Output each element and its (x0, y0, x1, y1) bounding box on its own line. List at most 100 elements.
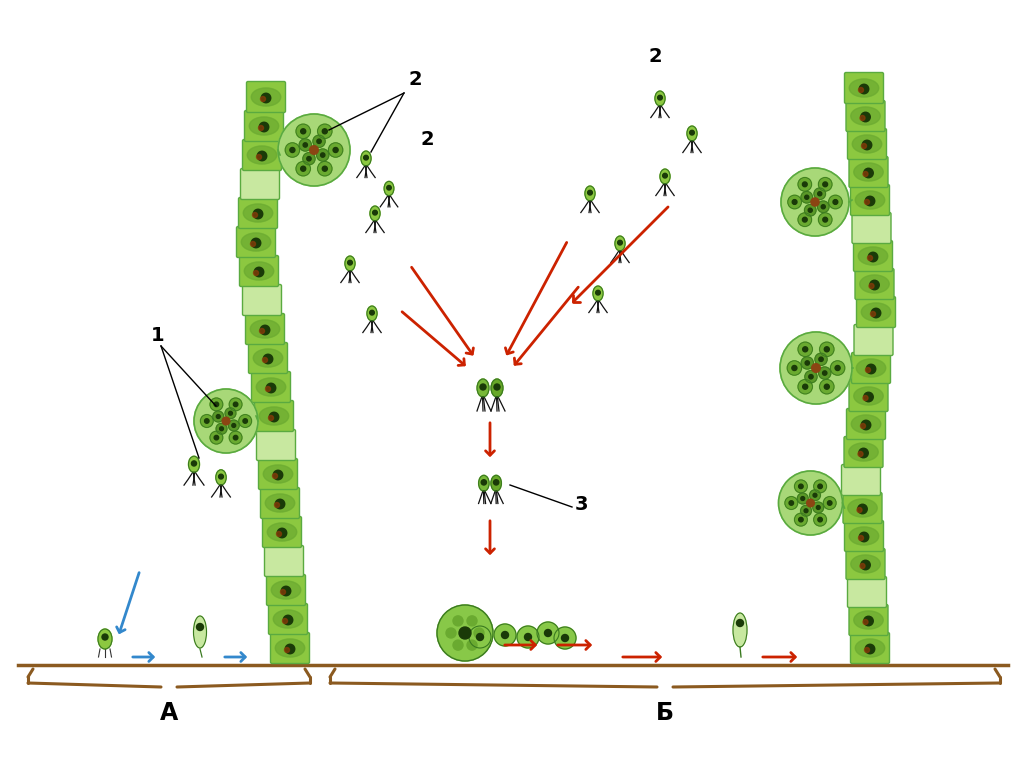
Circle shape (822, 371, 827, 375)
Circle shape (229, 431, 242, 444)
Circle shape (865, 196, 874, 206)
Circle shape (285, 647, 290, 653)
Circle shape (265, 387, 270, 391)
Circle shape (823, 496, 837, 509)
Circle shape (239, 415, 252, 427)
FancyBboxPatch shape (851, 633, 890, 663)
Ellipse shape (861, 303, 891, 321)
Text: 2: 2 (420, 130, 433, 149)
Circle shape (561, 634, 568, 641)
Circle shape (364, 156, 369, 160)
FancyBboxPatch shape (844, 436, 883, 468)
FancyBboxPatch shape (846, 100, 885, 131)
Circle shape (818, 367, 830, 379)
Circle shape (286, 143, 300, 157)
Circle shape (808, 208, 812, 212)
Circle shape (813, 502, 823, 513)
Ellipse shape (860, 275, 889, 293)
Circle shape (818, 192, 822, 196)
Text: 2: 2 (409, 70, 423, 89)
FancyBboxPatch shape (262, 516, 301, 548)
Circle shape (798, 380, 812, 394)
Circle shape (864, 647, 869, 653)
Circle shape (278, 528, 287, 538)
Circle shape (792, 366, 797, 370)
Circle shape (502, 631, 509, 638)
Circle shape (262, 357, 267, 363)
Circle shape (228, 420, 240, 431)
FancyBboxPatch shape (847, 409, 886, 439)
Circle shape (867, 255, 872, 261)
Circle shape (370, 311, 375, 315)
FancyBboxPatch shape (852, 353, 891, 384)
Circle shape (863, 616, 873, 626)
Circle shape (801, 496, 805, 500)
FancyBboxPatch shape (849, 380, 888, 412)
Ellipse shape (345, 256, 355, 271)
Circle shape (828, 195, 842, 209)
Circle shape (316, 149, 329, 161)
Ellipse shape (251, 88, 281, 106)
Circle shape (596, 291, 600, 295)
Circle shape (201, 415, 213, 427)
Circle shape (801, 192, 812, 203)
FancyBboxPatch shape (853, 241, 893, 272)
Circle shape (799, 484, 803, 489)
Circle shape (807, 499, 814, 507)
Circle shape (798, 493, 808, 504)
Circle shape (801, 357, 813, 369)
Ellipse shape (856, 359, 886, 377)
Circle shape (283, 618, 288, 624)
Circle shape (815, 353, 827, 365)
Ellipse shape (267, 523, 297, 541)
Ellipse shape (250, 320, 280, 338)
Circle shape (663, 173, 668, 178)
Circle shape (657, 95, 663, 100)
Circle shape (810, 490, 820, 501)
Circle shape (469, 626, 490, 648)
Text: Б: Б (656, 701, 674, 725)
Ellipse shape (855, 639, 885, 657)
Circle shape (780, 332, 852, 404)
Ellipse shape (370, 206, 380, 221)
Ellipse shape (263, 465, 293, 483)
FancyBboxPatch shape (249, 343, 288, 374)
FancyBboxPatch shape (245, 110, 284, 141)
Circle shape (256, 154, 261, 160)
Circle shape (254, 271, 258, 275)
Circle shape (253, 209, 263, 219)
Circle shape (812, 364, 820, 372)
Circle shape (282, 586, 291, 596)
Circle shape (274, 502, 280, 508)
Circle shape (228, 411, 232, 415)
Circle shape (827, 501, 831, 505)
Circle shape (296, 124, 310, 139)
Ellipse shape (855, 191, 885, 209)
Circle shape (795, 480, 807, 492)
Circle shape (814, 188, 825, 199)
Circle shape (321, 153, 325, 157)
Circle shape (313, 135, 326, 147)
FancyBboxPatch shape (237, 226, 275, 258)
Ellipse shape (615, 236, 625, 251)
Circle shape (494, 624, 516, 646)
Circle shape (859, 532, 868, 542)
Circle shape (243, 419, 248, 423)
Circle shape (862, 140, 871, 150)
Circle shape (253, 212, 257, 218)
FancyBboxPatch shape (852, 212, 891, 243)
Text: 3: 3 (575, 495, 589, 514)
Circle shape (859, 448, 868, 458)
FancyBboxPatch shape (256, 430, 296, 460)
Circle shape (833, 199, 838, 204)
Ellipse shape (851, 415, 881, 433)
Circle shape (863, 168, 873, 178)
Circle shape (299, 139, 311, 151)
Circle shape (233, 402, 238, 407)
Circle shape (865, 367, 870, 373)
Circle shape (323, 166, 328, 171)
Circle shape (222, 417, 229, 425)
Circle shape (816, 505, 820, 509)
Circle shape (545, 630, 552, 637)
Circle shape (798, 177, 812, 191)
